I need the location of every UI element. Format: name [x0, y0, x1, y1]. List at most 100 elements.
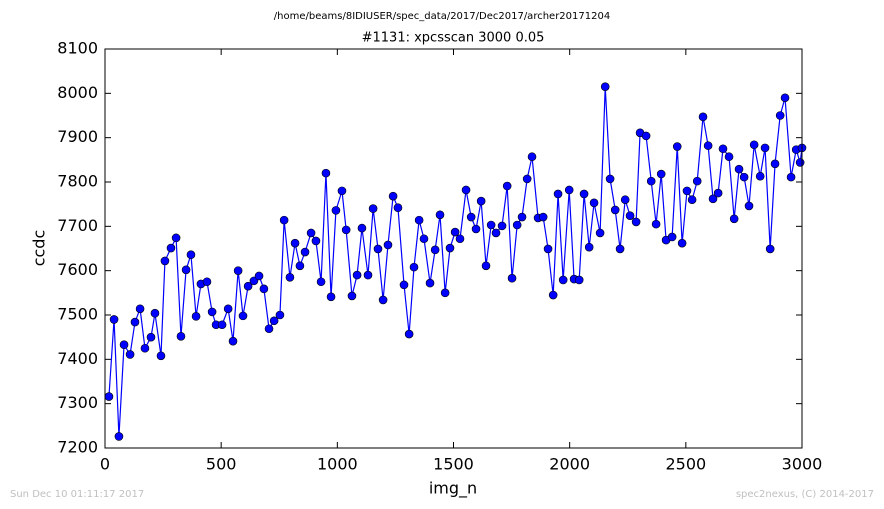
data-point [337, 186, 347, 196]
data-point [114, 432, 124, 441]
data-point [104, 392, 114, 401]
data-point [461, 185, 471, 195]
data-point [300, 247, 310, 257]
x-axis-label: img_n [429, 479, 477, 499]
data-point [295, 261, 305, 271]
data-point [326, 292, 336, 302]
data-point [109, 315, 119, 324]
data-point [414, 215, 424, 225]
y-tick-label: 7700 [57, 216, 98, 235]
data-point [538, 212, 548, 222]
data-point [605, 174, 615, 184]
data-point [279, 215, 289, 225]
footer-right: spec2nexus, (C) 2014-2017 [736, 489, 874, 500]
data-point [455, 234, 465, 244]
y-tick-label: 7500 [57, 305, 98, 324]
data-point [156, 351, 166, 361]
x-tick-label: 1500 [433, 455, 474, 474]
data-point [373, 244, 383, 254]
data-point [150, 308, 160, 318]
data-point [347, 291, 357, 301]
y-tick-label: 7800 [57, 172, 98, 191]
data-point [243, 281, 253, 291]
data-point [724, 152, 734, 162]
data-point [584, 242, 594, 252]
x-tick-label: 2500 [665, 455, 706, 474]
data-point [306, 228, 316, 238]
data-point [687, 195, 697, 205]
data-point [734, 164, 744, 174]
data-point [135, 304, 145, 314]
data-point [749, 140, 759, 150]
data-point [755, 171, 765, 181]
data-point [445, 243, 455, 253]
data-point [672, 142, 682, 151]
y-tick-label: 7600 [57, 260, 98, 279]
data-point [357, 223, 367, 233]
data-point [600, 82, 610, 91]
data-point [378, 295, 388, 305]
data-point [176, 331, 186, 341]
data-point [795, 158, 805, 167]
data-point [739, 172, 749, 182]
data-point [579, 189, 589, 199]
data-point [399, 280, 409, 290]
data-point [553, 189, 563, 199]
data-point [703, 141, 713, 150]
x-tick-label: 0 [100, 455, 110, 474]
data-point [341, 225, 351, 235]
data-point [450, 227, 460, 237]
y-tick-label: 7200 [57, 438, 98, 457]
data-point [698, 112, 708, 122]
data-point [615, 244, 625, 254]
data-point [425, 278, 435, 288]
data-point [589, 198, 599, 208]
y-tick-label: 7400 [57, 349, 98, 368]
data-point [207, 307, 217, 317]
data-point [316, 277, 326, 287]
data-point [393, 203, 403, 213]
data-point [620, 195, 630, 205]
y-tick-label: 8100 [57, 39, 98, 58]
data-point [641, 131, 651, 141]
data-point [713, 188, 723, 198]
data-point [564, 185, 574, 195]
data-point [285, 273, 295, 282]
data-point [264, 324, 274, 334]
x-tick-label: 3000 [782, 455, 823, 474]
data-point [522, 174, 532, 184]
data-point [718, 144, 728, 154]
data-point [517, 212, 527, 222]
data-point [311, 236, 321, 246]
data-point [409, 262, 419, 272]
data-point [646, 176, 656, 186]
data-point [388, 191, 398, 201]
data-point [125, 350, 135, 359]
footer-left: Sun Dec 10 01:11:17 2017 [10, 489, 144, 500]
y-tick-label: 7900 [57, 127, 98, 146]
data-point [404, 329, 414, 339]
data-line [108, 86, 803, 437]
data-point [186, 250, 196, 260]
data-point [527, 152, 537, 162]
data-point [269, 316, 279, 326]
data-point [677, 238, 687, 248]
data-point [543, 244, 553, 254]
data-point [651, 219, 661, 229]
data-point [383, 240, 393, 250]
data-point [667, 232, 677, 242]
data-point [233, 266, 243, 275]
data-point [331, 206, 341, 215]
data-point [254, 271, 264, 281]
data-point [363, 270, 373, 280]
data-point [321, 168, 331, 178]
data-point [368, 204, 378, 213]
x-tick-label: 1000 [317, 455, 358, 474]
data-point [440, 288, 450, 298]
data-point [507, 273, 517, 283]
data-point [223, 304, 233, 314]
data-point [130, 317, 140, 327]
data-point [140, 343, 150, 353]
data-point [692, 176, 702, 186]
